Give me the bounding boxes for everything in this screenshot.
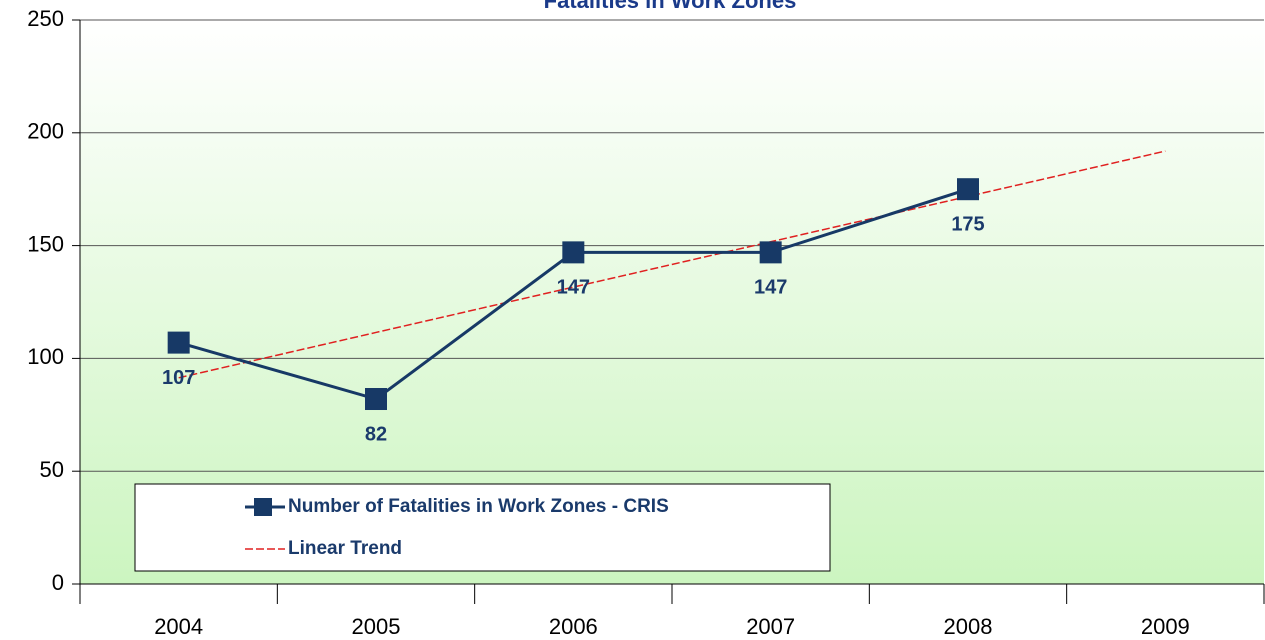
marker (365, 388, 387, 411)
data-label: 82 (365, 423, 387, 445)
chart-title: Fatalities in Work Zones (544, 0, 797, 13)
legend-label: Number of Fatalities in Work Zones - CRI… (288, 496, 669, 517)
y-tick-label: 100 (27, 344, 64, 369)
legend-marker (254, 498, 272, 516)
y-tick-label: 250 (27, 6, 64, 31)
y-tick-label: 200 (27, 119, 64, 144)
trend-line (178, 150, 1166, 379)
data-label: 175 (951, 213, 984, 235)
x-tick-label: 2008 (944, 614, 993, 639)
y-tick-label: 0 (52, 570, 64, 595)
data-label: 147 (557, 277, 590, 299)
y-tick-label: 150 (27, 231, 64, 256)
y-tick-label: 50 (40, 457, 64, 482)
marker (957, 178, 979, 201)
x-tick-label: 2007 (746, 614, 795, 639)
data-label: 107 (162, 367, 195, 389)
marker (562, 241, 585, 264)
data-label: 147 (754, 277, 787, 299)
marker (167, 331, 190, 354)
marker (759, 241, 782, 264)
x-tick-label: 2004 (154, 614, 203, 639)
x-tick-label: 2006 (549, 614, 598, 639)
x-tick-label: 2009 (1141, 614, 1190, 639)
legend-label: Linear Trend (288, 538, 402, 559)
legend-box (134, 483, 831, 572)
x-tick-label: 2005 (352, 614, 401, 639)
legend: Number of Fatalities in Work Zones - CRI… (134, 483, 831, 572)
